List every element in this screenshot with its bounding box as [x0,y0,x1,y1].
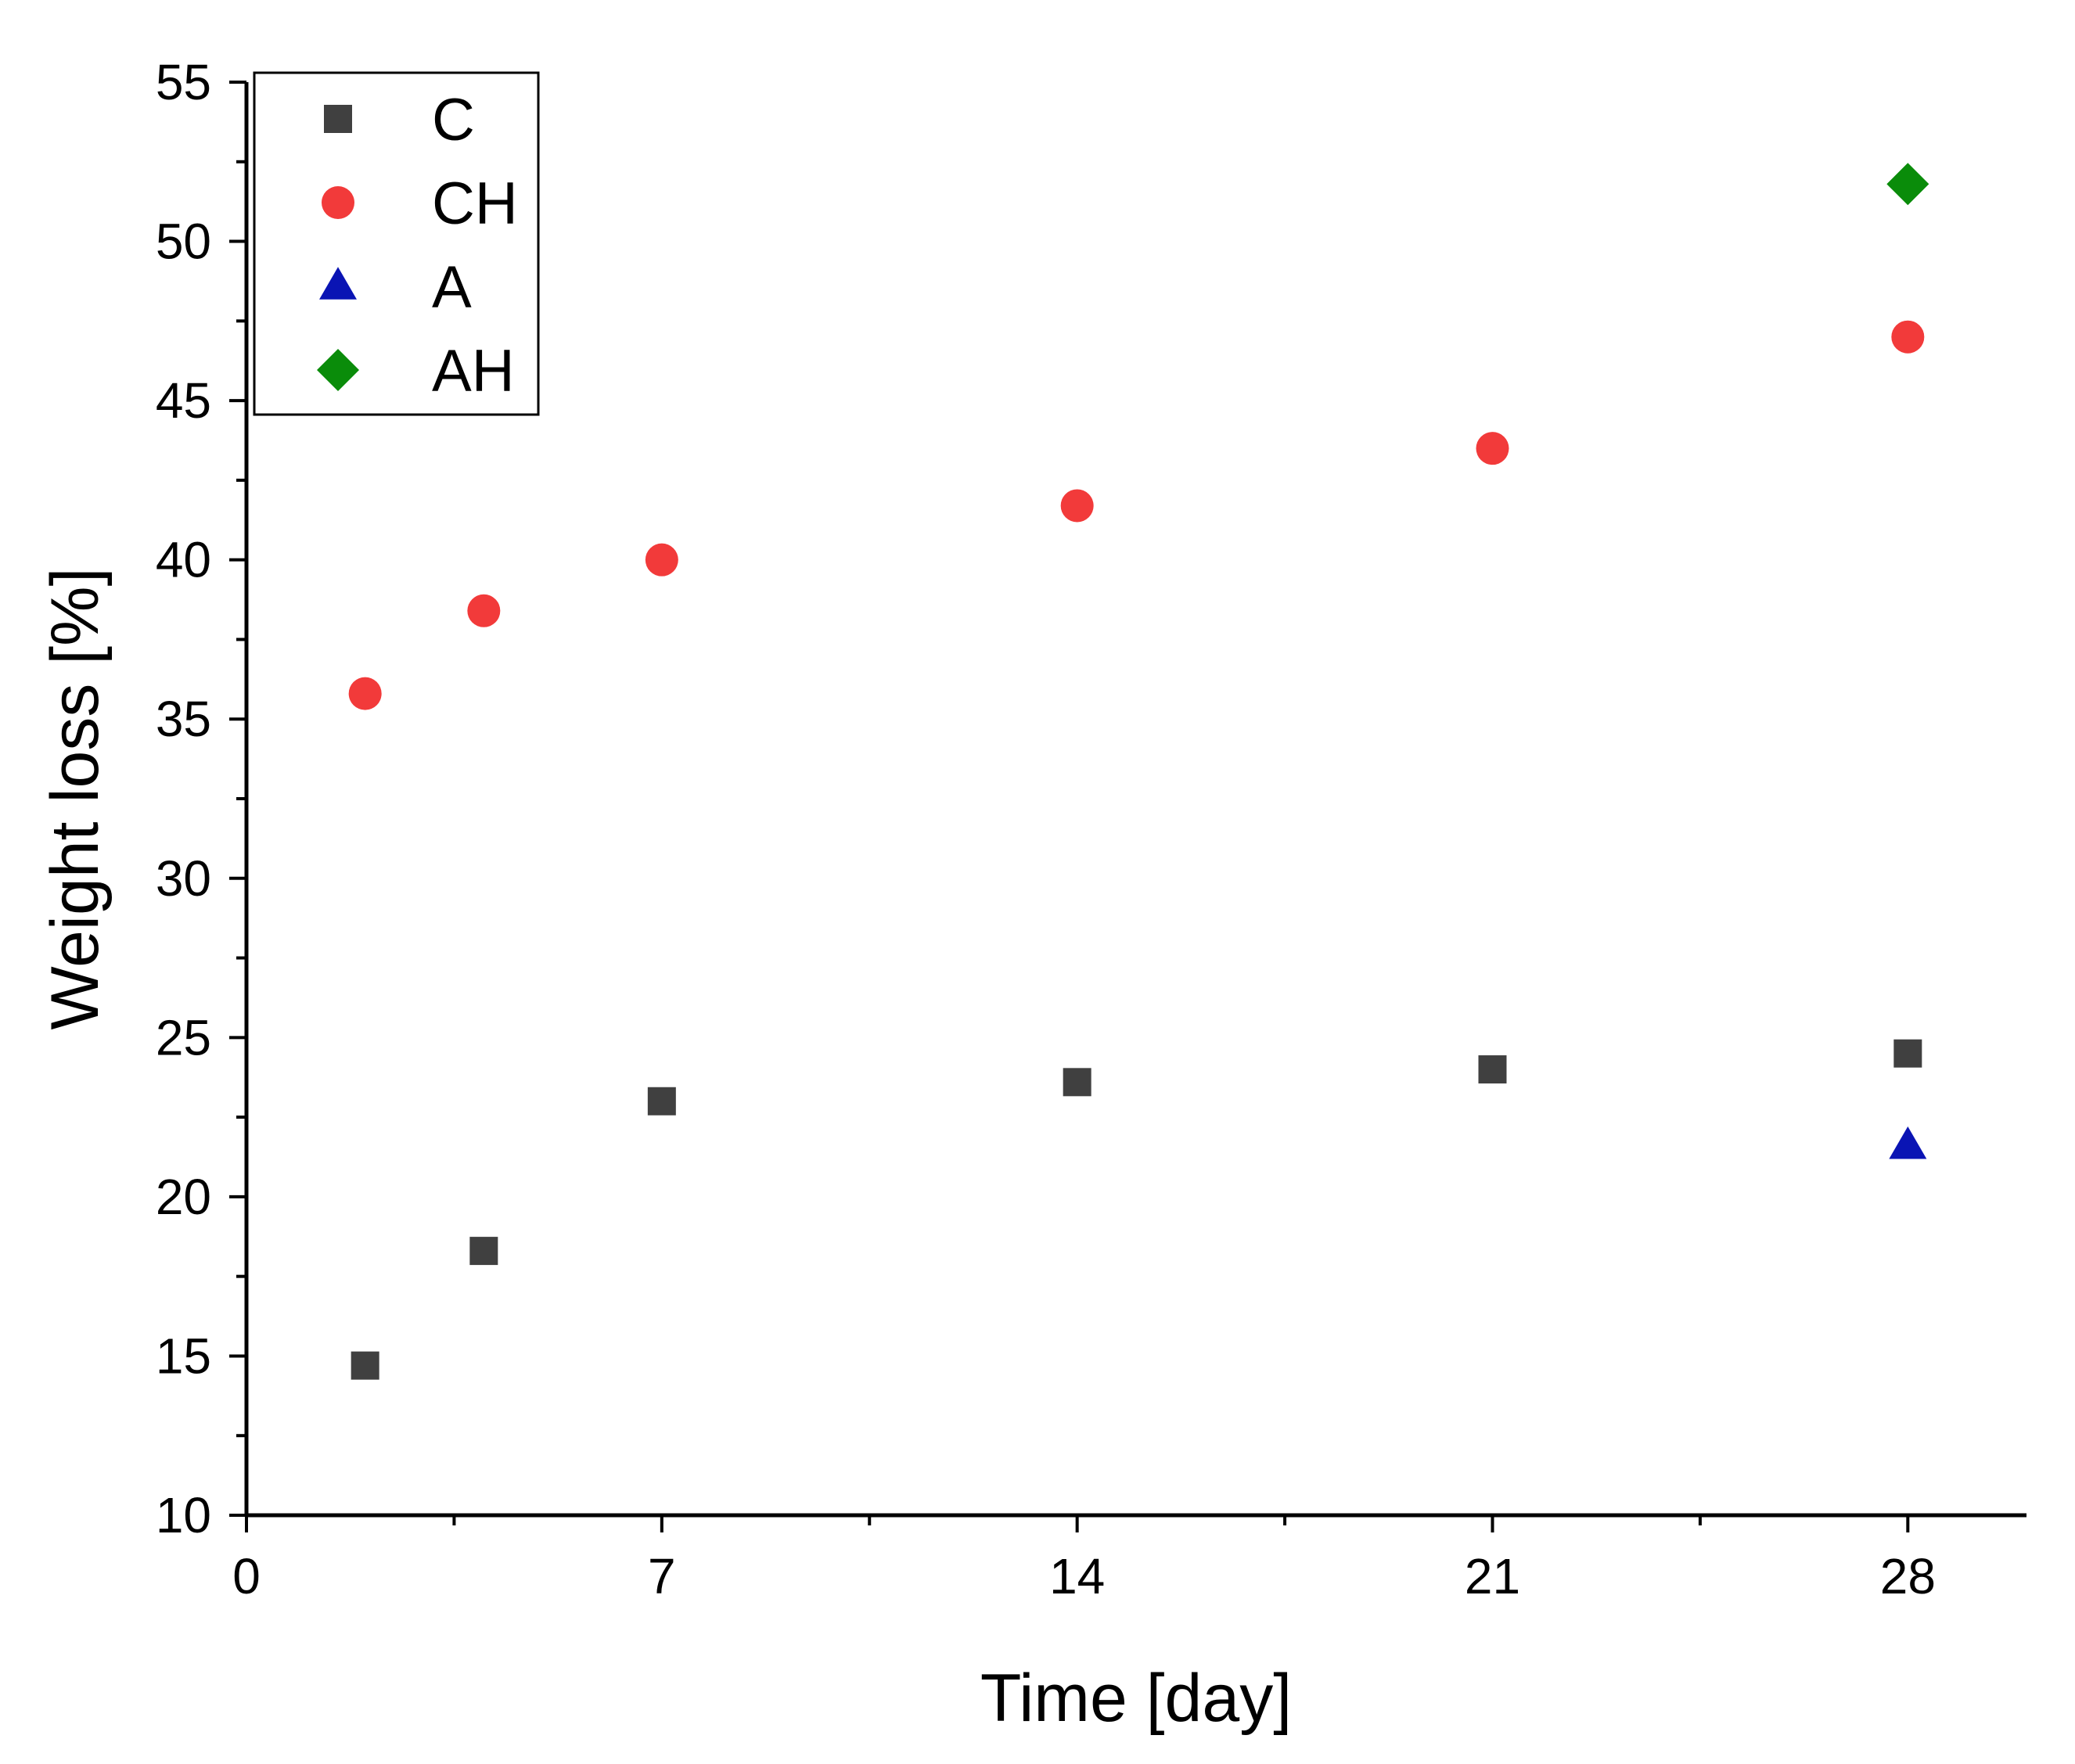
legend-label: A [432,254,472,321]
x-tick-label: 14 [1049,1548,1105,1604]
y-tick-label: 55 [156,54,211,110]
point-ch [1891,320,1925,354]
legend-label: CH [432,171,518,237]
x-tick-label: 0 [232,1548,261,1604]
y-tick-label: 40 [156,532,211,588]
point-ah [1886,163,1929,206]
point-ch [1476,432,1509,465]
y-axis-title: Weight loss [%] [38,567,113,1029]
legend-entry-ch: CH [322,171,518,237]
legend: C CH A AH [253,71,540,416]
y-ticks: 10 15 20 25 30 35 40 45 50 55 [156,54,246,1543]
point-c [1478,1055,1507,1084]
point-c [1063,1068,1091,1097]
legend-label: AH [432,338,515,404]
series-a [1889,1126,1927,1159]
legend-box [253,71,540,416]
data-markers [348,163,1929,1380]
legend-marker-a [319,267,357,300]
x-axis-title: Time [day] [980,1661,1292,1736]
series-c [351,1039,1922,1380]
series-ah [1886,163,1929,206]
point-ch [467,594,501,627]
legend-entry-ah: AH [317,338,515,404]
legend-marker-ch [322,186,354,219]
y-tick-label: 20 [156,1169,211,1225]
point-ch [645,543,678,577]
series-ch [348,320,1925,710]
point-c [351,1351,379,1380]
y-tick-label: 50 [156,214,211,270]
legend-marker-ah [317,349,359,391]
point-c [469,1237,498,1266]
point-ch [1060,489,1094,523]
legend-entry-a: A [319,254,472,321]
y-tick-label: 30 [156,850,211,907]
x-ticks: 0 7 14 21 28 [232,1515,1936,1604]
legend-entry-c: C [324,87,475,153]
y-tick-label: 10 [156,1487,211,1543]
point-ch [348,677,382,710]
y-tick-label: 25 [156,1009,211,1065]
legend-label: C [432,87,475,153]
x-tick-label: 7 [648,1548,676,1604]
y-tick-label: 15 [156,1327,211,1384]
y-tick-label: 45 [156,372,211,429]
point-a [1889,1126,1927,1159]
y-tick-label: 35 [156,691,211,747]
x-tick-label: 28 [1880,1548,1936,1604]
point-c [1893,1039,1922,1068]
x-tick-label: 21 [1465,1548,1520,1604]
legend-marker-c [324,105,352,133]
point-c [647,1087,676,1116]
